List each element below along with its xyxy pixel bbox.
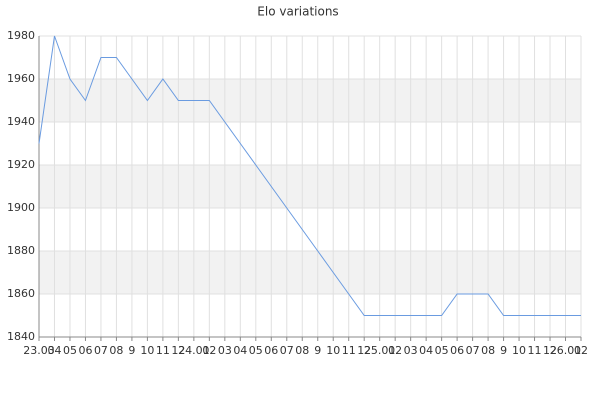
x-tick-label: 12 (171, 344, 185, 357)
x-tick-label: 11 (156, 344, 170, 357)
y-tick-label: 1860 (7, 287, 35, 300)
y-tick-label: 1900 (7, 201, 35, 214)
series-line (38, 35, 581, 316)
x-tick-label: 08 (295, 344, 309, 357)
x-tick-label: 08 (109, 344, 123, 357)
x-tick-label: 06 (264, 344, 278, 357)
y-tick-label: 1880 (7, 244, 35, 257)
x-tick-label: 07 (466, 344, 480, 357)
y-tick-label: 1960 (7, 72, 35, 85)
x-tick-label: 05 (63, 344, 77, 357)
x-tick-label: 06 (78, 344, 92, 357)
x-tick-label: 24.01 (178, 344, 210, 357)
y-tick-label: 1980 (7, 29, 35, 42)
x-tick-label: 9 (314, 344, 321, 357)
x-tick-label: 07 (94, 344, 108, 357)
x-tick-label: 06 (450, 344, 464, 357)
x-tick-label: 07 (280, 344, 294, 357)
x-tick-label: 12 (543, 344, 557, 357)
x-tick-label: 04 (233, 344, 247, 357)
x-tick-label: 11 (528, 344, 542, 357)
x-tick-label: 04 (47, 344, 61, 357)
x-tick-label: 02 (388, 344, 402, 357)
x-tick-label: 10 (326, 344, 340, 357)
grid-band (39, 165, 581, 208)
x-tick-label: 11 (342, 344, 356, 357)
x-tick-label: 25.01 (364, 344, 396, 357)
x-tick-label: 9 (128, 344, 135, 357)
grid-band (39, 251, 581, 294)
x-tick-label: 12 (357, 344, 371, 357)
chart-title: Elo variations (257, 5, 338, 19)
x-tick-label: 05 (435, 344, 449, 357)
x-tick-label: 04 (419, 344, 433, 357)
x-tick-label: 08 (481, 344, 495, 357)
x-tick-label: 26.01 (550, 344, 582, 357)
x-tick-label: 23.03 (23, 344, 55, 357)
y-tick-label: 1940 (7, 115, 35, 128)
x-tick-label: 10 (140, 344, 154, 357)
x-tick-label: 9 (500, 344, 507, 357)
x-tick-label: 05 (249, 344, 263, 357)
grid-band (39, 79, 581, 122)
y-tick-label: 1840 (7, 330, 35, 343)
y-tick-label: 1920 (7, 158, 35, 171)
x-tick-label: 10 (512, 344, 526, 357)
x-tick-label: 03 (218, 344, 232, 357)
x-tick-label: 02 (202, 344, 216, 357)
x-tick-label: 03 (404, 344, 418, 357)
x-tick-label: 02 (574, 344, 588, 357)
